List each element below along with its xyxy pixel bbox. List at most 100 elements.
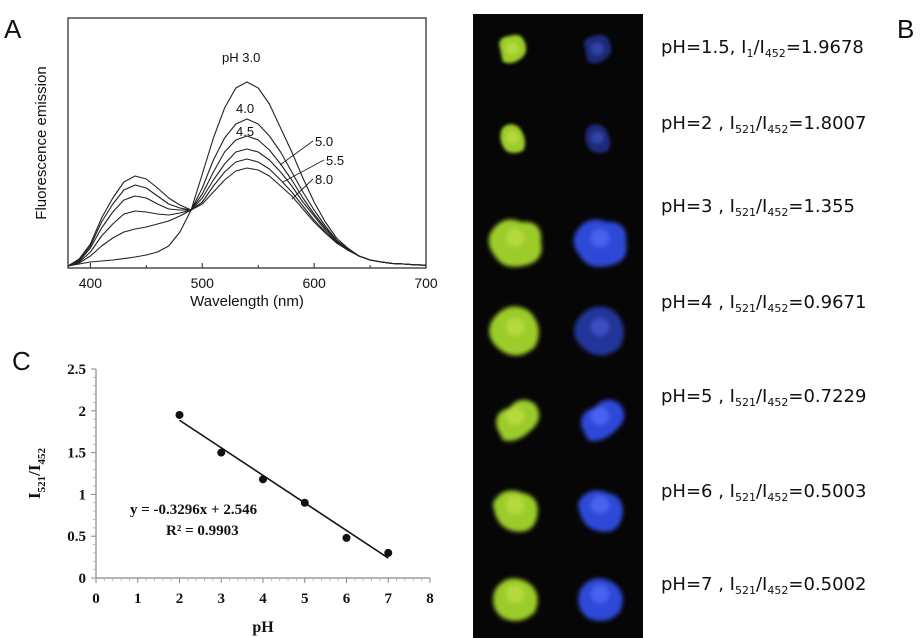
- row-denominator-sub: 452: [767, 123, 789, 136]
- green-channel-image-4: [496, 399, 540, 441]
- x-tick-label: 8: [426, 591, 434, 607]
- row-denominator-prefix: /I: [753, 37, 765, 58]
- row-denominator-prefix: /I: [755, 574, 768, 595]
- row-denominator-prefix: /I: [755, 196, 768, 217]
- row-numerator-sub: 521: [734, 584, 756, 597]
- x-tick-label: 2: [176, 591, 184, 607]
- row-value: =1.8007: [788, 113, 867, 134]
- row-ph: pH=6: [661, 481, 713, 502]
- spectrum-line-5: [67, 167, 427, 267]
- y-tick-label: 1: [79, 487, 87, 503]
- x-tick-label: 3: [218, 591, 226, 607]
- cell-highlight-blue: [591, 496, 609, 514]
- ratio-label-row-1: pH=2 , I521/I452=1.8007: [661, 113, 866, 136]
- green-channel-image-3: [489, 306, 539, 356]
- ratio-label-row-3: pH=4 , I521/I452=0.9671: [661, 292, 866, 315]
- row-numerator-prefix: , I: [712, 386, 735, 407]
- row-value: =1.9678: [785, 37, 864, 58]
- series-label-1: 4.0: [236, 101, 254, 116]
- x-tick-label: 7: [385, 591, 393, 607]
- cell-highlight-green: [506, 407, 524, 425]
- y-tick-label: 0: [79, 571, 87, 587]
- y-label-sub1: 521: [36, 476, 48, 493]
- cell-highlight-green: [506, 585, 524, 603]
- x-tick-label: 5: [301, 591, 309, 607]
- y-tick-label: 1.5: [67, 446, 86, 462]
- row-denominator-prefix: /I: [755, 113, 768, 134]
- x-tick-label: 1: [134, 591, 142, 607]
- blue-channel-image-1: [585, 124, 610, 153]
- row-numerator-prefix: , I: [712, 292, 735, 313]
- data-point-4: [342, 533, 351, 542]
- cell-highlight-blue: [591, 585, 609, 603]
- row-numerator-prefix: , I: [712, 196, 735, 217]
- y-tick-label: 2.5: [67, 362, 86, 378]
- cell-highlight-blue: [591, 42, 604, 55]
- cell-highlight-blue: [591, 318, 609, 336]
- data-point-3: [300, 498, 309, 507]
- cell-highlight-green: [506, 131, 519, 144]
- row-value: =0.9671: [788, 292, 867, 313]
- r-squared: R² = 0.9903: [166, 523, 239, 539]
- series-label-3: 5.0: [315, 134, 333, 149]
- blue-channel-image-3: [574, 306, 624, 356]
- series-label-5: 8.0: [315, 172, 333, 187]
- blue-channel-image-4: [581, 399, 625, 441]
- row-ph: pH=4: [661, 292, 713, 313]
- leader-line-0: [279, 140, 314, 166]
- y-axis-label: Fluorescence emission: [33, 66, 50, 219]
- leader-line-1: [282, 159, 325, 183]
- row-ph: pH=2: [661, 113, 713, 134]
- y-axis-label: I521/I452: [25, 448, 48, 499]
- row-numerator-sub: 521: [734, 396, 756, 409]
- blue-channel-image-2: [573, 219, 627, 267]
- ratio-label-row-4: pH=5 , I521/I452=0.7229: [661, 386, 866, 409]
- x-axis-label: Wavelength (nm): [190, 293, 304, 310]
- panel-c-letter: C: [12, 346, 31, 376]
- row-denominator-prefix: /I: [755, 386, 768, 407]
- x-tick-label: 6: [343, 591, 351, 607]
- row-ph: pH=5: [661, 386, 713, 407]
- x-tick-label: 0: [92, 591, 100, 607]
- row-denominator-sub: 452: [767, 302, 789, 315]
- series-label-4: 5.5: [326, 153, 344, 168]
- cell-highlight-green: [506, 318, 524, 336]
- blue-channel-image-6: [578, 578, 623, 621]
- y-label-main: I: [25, 492, 44, 499]
- x-axis-label: pH: [252, 619, 274, 636]
- blue-channel-image-0: [584, 34, 612, 64]
- panel-b-letter: B: [897, 14, 915, 44]
- leader-line-2: [291, 178, 314, 200]
- cell-highlight-green: [506, 42, 519, 55]
- row-value: =0.5002: [788, 574, 867, 595]
- microscopy-image-grid: [473, 14, 643, 638]
- data-point-2: [259, 475, 267, 484]
- y-label-sub2: 452: [36, 448, 48, 465]
- row-numerator-sub: 521: [734, 206, 756, 219]
- row-ph: pH=7: [661, 574, 713, 595]
- blue-channel-image-5: [578, 490, 623, 532]
- row-ph: pH=3: [661, 196, 713, 217]
- x-tick-label: 500: [191, 275, 215, 291]
- panel-a-letter: A: [4, 14, 22, 44]
- row-numerator-sub: 521: [734, 123, 756, 136]
- row-numerator-prefix: , I: [712, 113, 735, 134]
- row-denominator-sub: 452: [764, 47, 786, 60]
- y-label-sep: /I: [25, 464, 44, 477]
- green-channel-image-6: [493, 578, 538, 621]
- ratio-label-row-6: pH=7 , I521/I452=0.5002: [661, 574, 866, 597]
- row-numerator-sub: 521: [734, 491, 756, 504]
- cell-highlight-blue: [591, 229, 609, 247]
- trend-equation: y = -0.3296x + 2.546: [130, 502, 258, 518]
- ratio-label-row-5: pH=6 , I521/I452=0.5003: [661, 481, 866, 504]
- row-numerator-prefix: , I: [712, 574, 735, 595]
- green-channel-image-0: [499, 34, 527, 64]
- row-denominator-sub: 452: [767, 584, 789, 597]
- row-numerator-prefix: , I: [729, 37, 747, 58]
- row-denominator-sub: 452: [767, 396, 789, 409]
- row-denominator-prefix: /I: [755, 481, 768, 502]
- y-tick-label: 2: [79, 404, 87, 420]
- data-point-0: [175, 410, 184, 419]
